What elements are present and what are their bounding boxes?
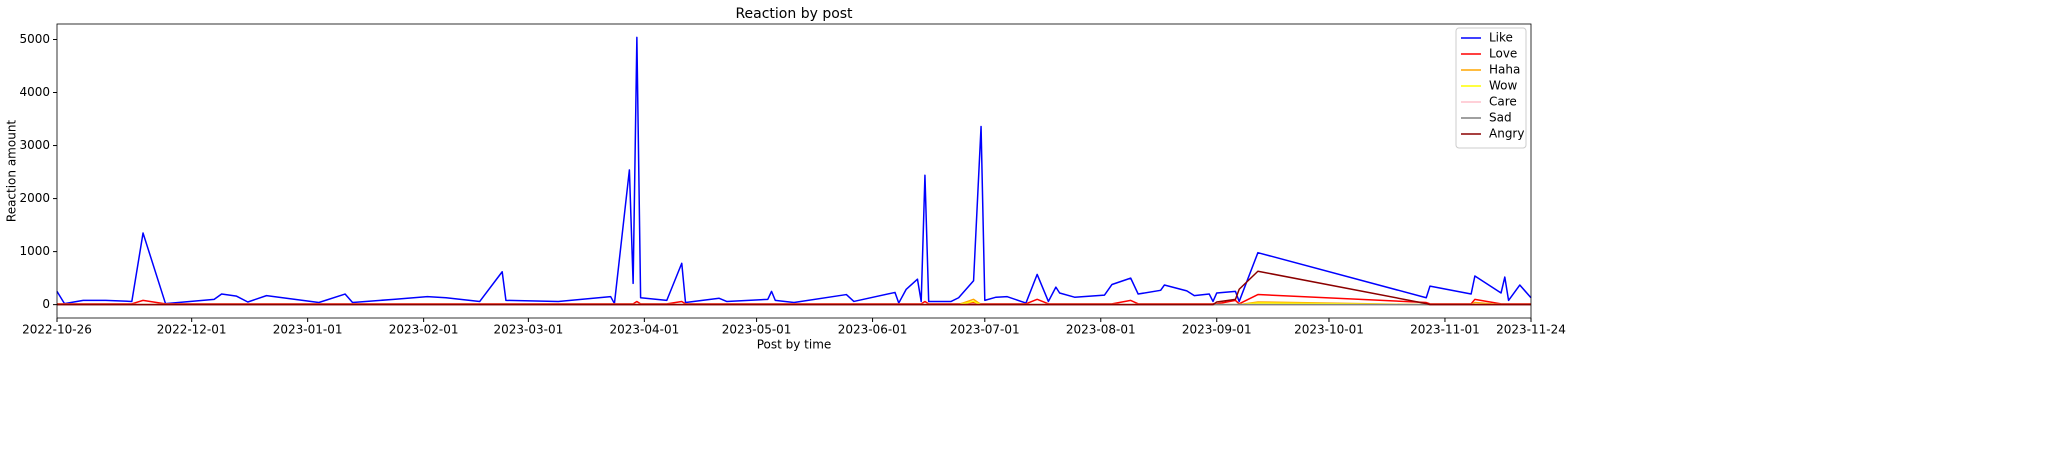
legend-label: Love	[1489, 47, 1517, 61]
x-tick-label: 2023-01-01	[273, 323, 343, 337]
legend-label: Like	[1489, 31, 1513, 45]
series-line	[57, 270, 1531, 306]
x-tick-label: 2023-02-01	[389, 323, 459, 337]
series-line	[56, 36, 1532, 305]
y-tick-label: 4000	[19, 85, 50, 99]
x-tick-label: 2023-04-01	[609, 323, 679, 337]
y-axis-label: Reaction amount	[5, 120, 19, 223]
legend-label: Wow	[1489, 79, 1518, 93]
x-tick-label: 2023-10-01	[1294, 323, 1364, 337]
y-tick-label: 0	[42, 297, 50, 311]
chart-title: Reaction by post	[735, 6, 853, 22]
y-tick-label: 5000	[19, 32, 50, 46]
x-axis-label: Post by time	[757, 338, 832, 352]
x-tick-label: 2023-11-24	[1496, 323, 1566, 337]
y-tick-label: 3000	[19, 138, 50, 152]
x-tick-label: 2023-03-01	[494, 323, 564, 337]
y-tick-label: 2000	[19, 191, 50, 205]
y-tick-label: 1000	[19, 244, 50, 258]
x-tick-label: 2023-07-01	[950, 323, 1020, 337]
x-tick-label: 2022-10-26	[22, 323, 92, 337]
x-tick-label: 2023-08-01	[1066, 323, 1136, 337]
legend-label: Sad	[1489, 111, 1512, 125]
legend-label: Care	[1489, 95, 1517, 109]
x-tick-label: 2023-05-01	[722, 323, 792, 337]
legend-label: Angry	[1489, 127, 1524, 141]
x-tick-label: 2023-09-01	[1182, 323, 1252, 337]
plot-frame	[56, 23, 1532, 319]
series-line	[57, 293, 1531, 305]
legend-label: Haha	[1489, 63, 1520, 77]
x-tick-label: 2023-06-01	[838, 323, 908, 337]
x-tick-label: 2023-11-01	[1410, 323, 1480, 337]
x-tick-label: 2022-12-01	[157, 323, 227, 337]
